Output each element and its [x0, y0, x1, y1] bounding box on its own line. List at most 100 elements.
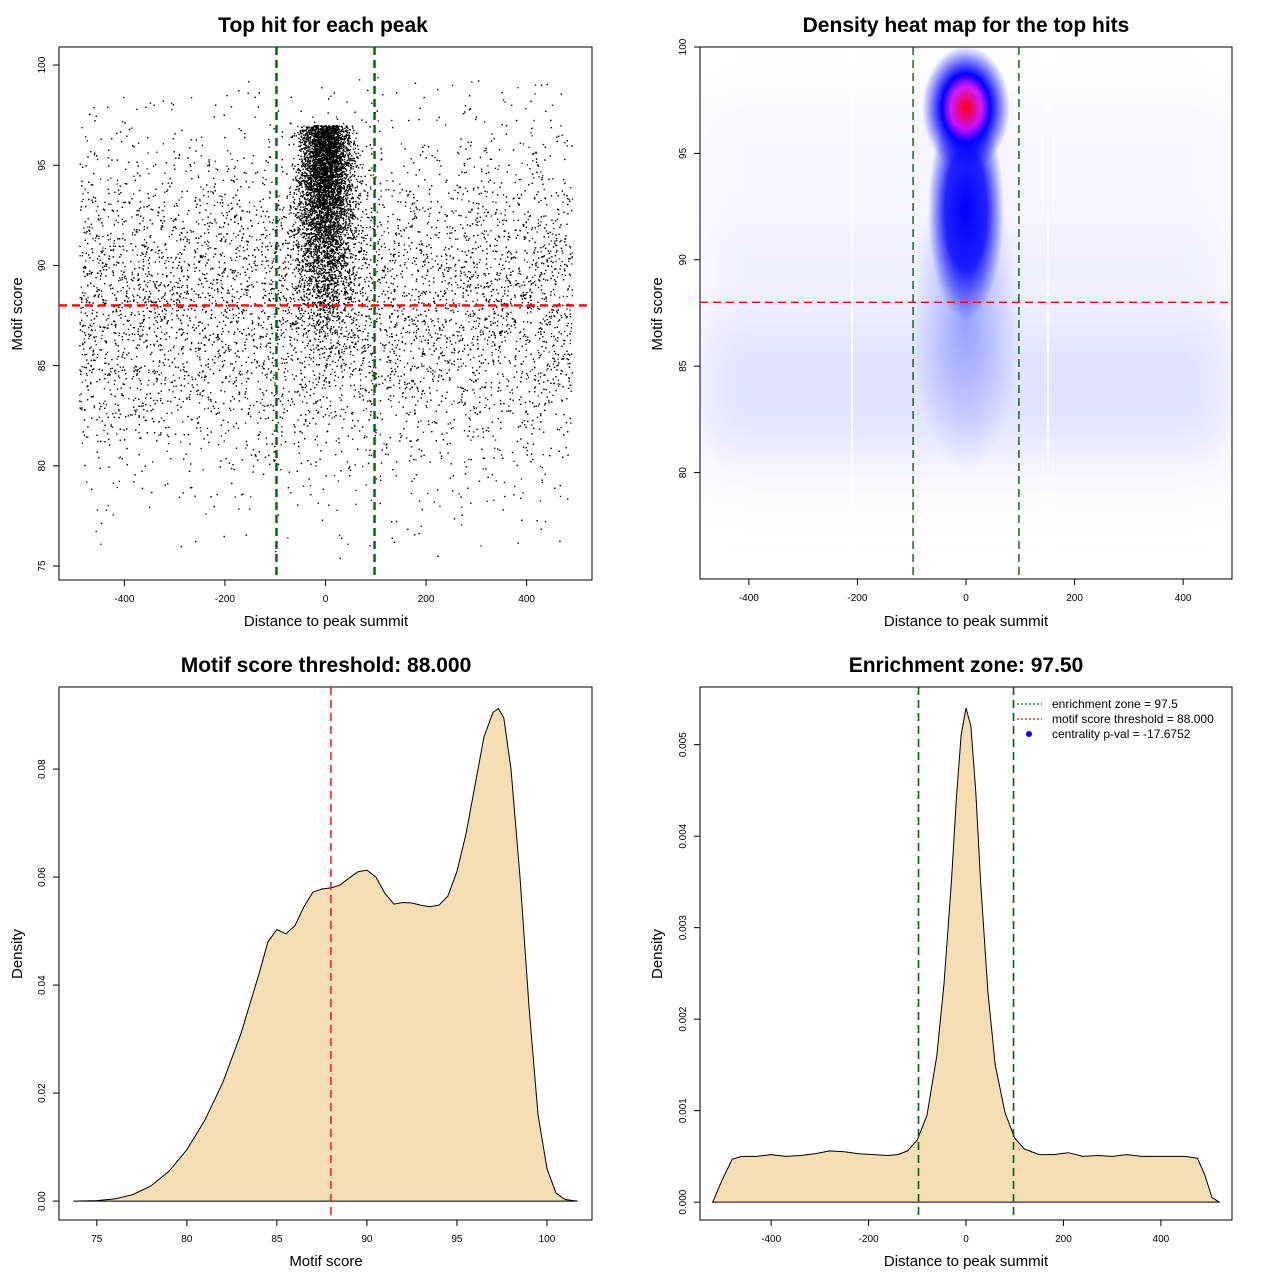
scatter-point [149, 280, 151, 282]
scatter-point [231, 363, 234, 365]
scatter-point [118, 334, 120, 337]
scatter-point [403, 244, 405, 246]
scatter-point [124, 299, 126, 302]
scatter-point [551, 104, 554, 106]
scatter-point [475, 407, 477, 409]
scatter-point [428, 332, 430, 334]
scatter-point [529, 290, 531, 292]
scatter-point [296, 258, 298, 260]
scatter-point [449, 226, 451, 228]
scatter-point [555, 244, 557, 246]
scatter-point [139, 367, 141, 370]
scatter-point [424, 323, 426, 325]
scatter-point [280, 279, 282, 282]
scatter-point [152, 195, 155, 197]
scatter-point [83, 338, 85, 340]
scatter-point [187, 382, 189, 385]
scatter-point [139, 335, 141, 337]
scatter-point [379, 434, 381, 436]
scatter-point [204, 296, 206, 298]
scatter-point [450, 277, 452, 279]
scatter-point [560, 125, 562, 127]
scatter-point [444, 220, 446, 222]
scatter-point [160, 320, 162, 322]
scatter-point [399, 355, 401, 357]
scatter-point [533, 177, 535, 179]
scatter-point [146, 347, 148, 349]
scatter-point [504, 209, 506, 211]
scatter-point [215, 302, 217, 305]
scatter-point [461, 199, 463, 201]
scatter-point [134, 365, 137, 367]
scatter-point [540, 284, 543, 287]
scatter-point [232, 232, 235, 235]
scatter-point [335, 303, 337, 305]
scatter-point [183, 385, 186, 387]
scatter-point [143, 239, 146, 241]
scatter-point [143, 226, 145, 228]
scatter-point [346, 164, 348, 167]
scatter-point [505, 276, 507, 278]
scatter-point [208, 299, 210, 301]
scatter-point [433, 501, 435, 503]
scatter-point [81, 381, 84, 383]
scatter-point [470, 409, 472, 412]
scatter-point [426, 368, 428, 370]
scatter-point [525, 222, 527, 224]
scatter-point [102, 326, 104, 328]
scatter-point [124, 266, 126, 268]
scatter-point [533, 251, 535, 253]
scatter-point [224, 351, 226, 353]
scatter-point [537, 373, 540, 375]
scatter-point [502, 194, 505, 196]
scatter-point [548, 311, 551, 313]
scatter-point [347, 194, 349, 197]
scatter-point [504, 286, 506, 289]
scatter-point [523, 224, 525, 226]
scatter-point [490, 215, 492, 217]
scatter-point [110, 249, 112, 251]
scatter-point [256, 281, 258, 283]
scatter-point [136, 409, 138, 411]
scatter-point [191, 378, 194, 381]
scatter-point [225, 349, 227, 351]
scatter-point [544, 198, 547, 200]
scatter-point [558, 258, 560, 260]
scatter-point [352, 411, 354, 414]
scatter-point [85, 260, 87, 262]
scatter-point [195, 221, 198, 223]
scatter-point [317, 272, 319, 274]
scatter-point [223, 270, 225, 272]
scatter-point [509, 252, 512, 254]
scatter-point [181, 228, 184, 230]
scatter-point [172, 347, 175, 349]
scatter-point [508, 261, 510, 263]
scatter-point [260, 324, 262, 327]
scatter-point [269, 242, 271, 244]
scatter-point [290, 312, 292, 315]
scatter-point [121, 218, 123, 220]
scatter-point [496, 289, 498, 291]
scatter-point [548, 351, 550, 353]
scatter-point [166, 412, 168, 414]
scatter-point [364, 324, 366, 326]
scatter-point [438, 267, 441, 269]
scatter-point [571, 252, 573, 254]
scatter-point [309, 265, 311, 267]
scatter-point [504, 336, 506, 338]
scatter-point [448, 268, 450, 270]
scatter-point [84, 267, 86, 269]
scatter-point [164, 172, 166, 174]
scatter-point [462, 362, 465, 364]
scatter-point [371, 148, 373, 150]
scatter-point [121, 141, 123, 143]
scatter-point [196, 393, 198, 395]
scatter-point [83, 295, 85, 297]
scatter-point [357, 180, 359, 183]
scatter-point [485, 327, 487, 329]
scatter-point [315, 465, 317, 467]
scatter-point [153, 331, 156, 333]
scatter-point [96, 158, 99, 161]
scatter-point [213, 177, 215, 179]
scatter-point [254, 303, 256, 305]
